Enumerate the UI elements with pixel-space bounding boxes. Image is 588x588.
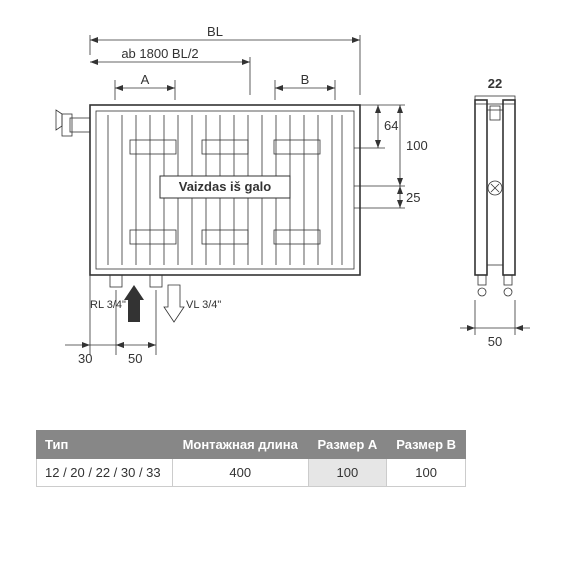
dim-50-left: 50	[128, 351, 142, 366]
type-22: 22	[488, 76, 502, 91]
center-label: Vaizdas iš galo	[179, 179, 272, 194]
label-vl: VL 3/4"	[186, 299, 221, 311]
dim-a: A	[141, 72, 150, 87]
spec-table: Тип Монтажная длина Размер A Размер B 12…	[36, 430, 466, 487]
dim-25: 25	[406, 190, 420, 205]
dim-b: B	[301, 72, 310, 87]
valve-left	[56, 110, 90, 136]
th-length: Монтажная длина	[172, 431, 308, 459]
th-size-a: Размер A	[308, 431, 387, 459]
dim-100: 100	[406, 138, 428, 153]
dim-30: 30	[78, 351, 92, 366]
dim-50-right: 50	[488, 334, 502, 349]
brackets-bottom	[130, 230, 320, 244]
th-size-b: Размер B	[387, 431, 466, 459]
th-type: Тип	[37, 431, 173, 459]
brackets-top	[130, 140, 320, 154]
dim-ab1800: ab 1800 BL/2	[121, 46, 198, 61]
dim-64: 64	[384, 118, 398, 133]
dim-bl: BL	[207, 24, 223, 39]
table-row: 12 / 20 / 22 / 30 / 33 400 100 100	[37, 459, 466, 487]
technical-drawing: BL ab 1800 BL/2 A B	[0, 0, 588, 420]
front-view: BL ab 1800 BL/2 A B	[56, 24, 428, 366]
side-view: 22 50	[460, 76, 530, 349]
label-rl: RL 3/4"	[90, 299, 126, 311]
